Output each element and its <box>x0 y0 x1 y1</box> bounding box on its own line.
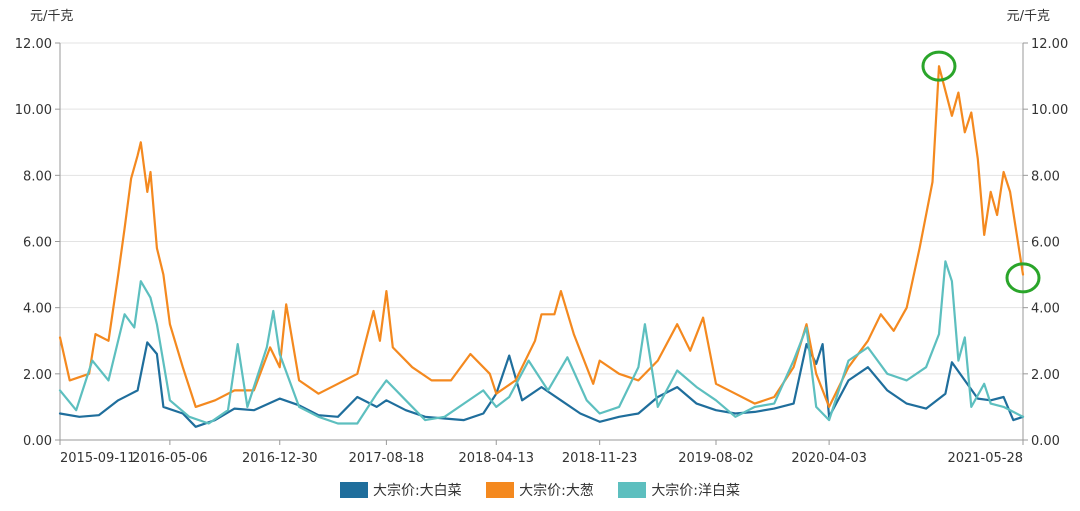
y-tick-label-right: 4.00 <box>1031 302 1060 317</box>
legend-item-yangbaicai[interactable]: 大宗价:洋白菜 <box>618 480 740 500</box>
annotations <box>921 50 1041 294</box>
legend-label-dabaicai: 大宗价:大白菜 <box>372 483 462 499</box>
x-tick-label: 2016-12-30 <box>242 451 318 466</box>
legend-label-dacong: 大宗价:大葱 <box>519 483 594 499</box>
y-tick-label-right: 10.00 <box>1031 103 1068 118</box>
legend-item-dacong[interactable]: 大宗价:大葱 <box>486 480 594 500</box>
legend-swatch-yangbaicai <box>618 482 647 498</box>
x-tick-label: 2018-11-23 <box>562 451 638 466</box>
y-tick-label-right: 6.00 <box>1031 236 1060 251</box>
annotation-circle-1 <box>1005 262 1041 294</box>
gridlines <box>60 42 1023 375</box>
y-axis-right-labels: 0.00 2.00 4.00 6.00 8.00 10.00 12.00 <box>1031 37 1068 449</box>
legend-label-yangbaicai: 大宗价:洋白菜 <box>651 483 741 499</box>
y-tick-label-left: 6.00 <box>23 236 52 251</box>
y-tick-label-left: 10.00 <box>15 103 52 118</box>
y-tick-label-left: 8.00 <box>23 169 52 184</box>
x-tick-label: 2017-08-18 <box>349 451 425 466</box>
series-line-1 <box>58 65 1025 408</box>
x-tick-label: 2020-04-03 <box>791 451 867 466</box>
y-axis-left-labels: 0.00 2.00 4.00 6.00 8.00 10.00 12.00 <box>15 37 52 449</box>
legend-swatch-dacong <box>486 482 515 498</box>
left-axis-unit: 元/千克 <box>30 9 73 24</box>
y-tick-label-left: 12.00 <box>15 37 52 52</box>
y-tick-label-left: 4.00 <box>23 302 52 317</box>
axes <box>55 42 1028 445</box>
legend: 大宗价:大白菜 大宗价:大葱 大宗价:洋白菜 <box>0 480 1080 500</box>
right-axis-unit: 元/千克 <box>1007 9 1050 24</box>
legend-item-dabaicai[interactable]: 大宗价:大白菜 <box>339 480 462 500</box>
annotation-circle-0 <box>921 50 957 82</box>
x-tick-label: 2018-04-13 <box>458 451 534 466</box>
y-tick-label-right: 12.00 <box>1031 37 1068 52</box>
x-tick-label: 2015-09-11 <box>60 451 136 466</box>
series-lines <box>58 65 1025 428</box>
y-tick-label-left: 2.00 <box>23 368 52 383</box>
x-tick-label: 2021-05-28 <box>947 451 1023 466</box>
series-line-0 <box>58 341 1025 428</box>
x-tick-label: 2019-08-02 <box>678 451 754 466</box>
legend-swatch-dabaicai <box>339 482 368 498</box>
x-tick-label: 2016-05-06 <box>132 451 208 466</box>
y-tick-label-right: 2.00 <box>1031 368 1060 383</box>
series-line-2 <box>58 260 1025 425</box>
y-tick-label-left: 0.00 <box>23 434 52 449</box>
y-tick-label-right: 8.00 <box>1031 169 1060 184</box>
y-tick-label-right: 0.00 <box>1031 434 1060 449</box>
